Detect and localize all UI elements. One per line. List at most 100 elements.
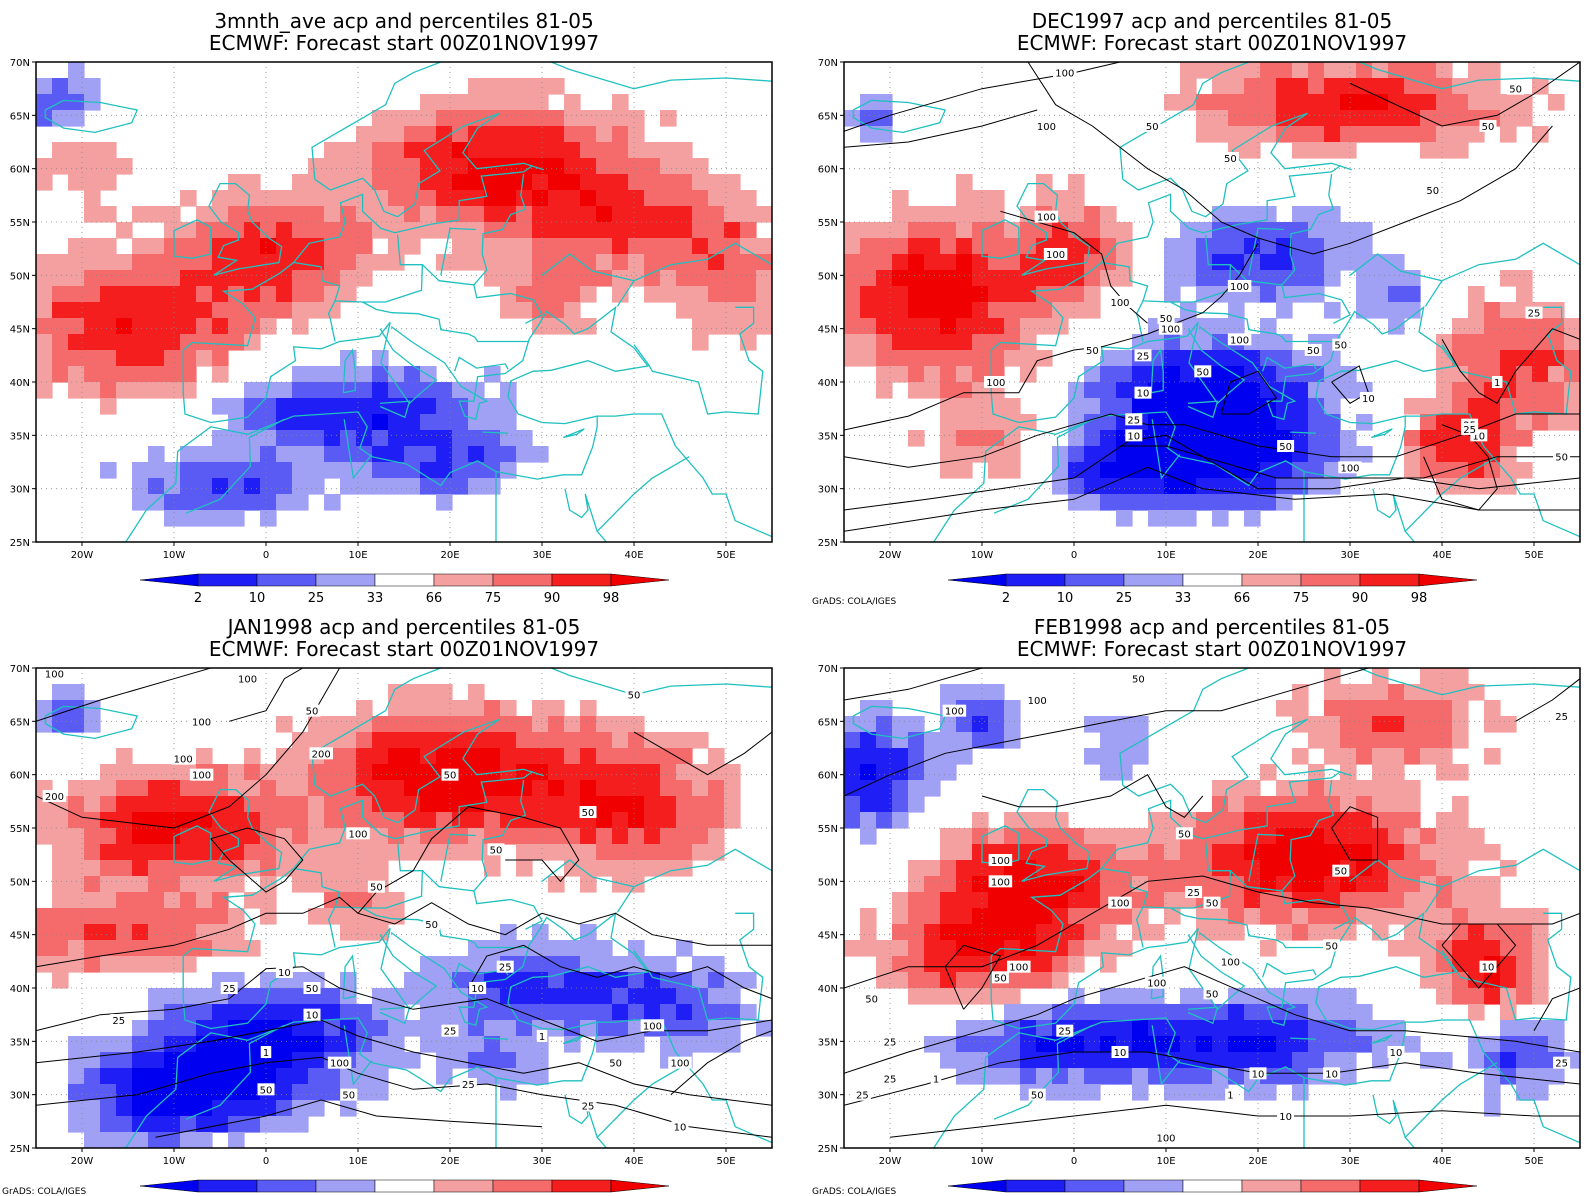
contour-label: 100: [986, 378, 1005, 389]
lat-tick-label: 50N: [10, 877, 30, 888]
contour-label: 50: [1160, 314, 1173, 325]
contour-label: 100: [45, 669, 64, 680]
contour-label: 25: [499, 963, 512, 974]
panel-title-line1: JAN1998 acp and percentiles 81-05: [226, 615, 581, 639]
colorbar-label: 10: [249, 591, 266, 606]
colorbar-label: 90: [544, 591, 561, 606]
contour-label: 10: [1390, 1048, 1403, 1059]
contour-label: 10: [674, 1123, 687, 1134]
contour-label: 100: [991, 856, 1010, 867]
lon-tick-label: 20W: [71, 1156, 94, 1167]
lat-tick-label: 30N: [10, 485, 30, 496]
lat-tick-label: 40N: [818, 984, 838, 995]
contour-label: 100: [1110, 298, 1129, 309]
lon-tick-label: 10W: [163, 550, 186, 561]
lat-tick-label: 40N: [818, 378, 838, 389]
contour-label: 100: [330, 1059, 349, 1070]
contour-label: 100: [1055, 69, 1074, 80]
lat-tick-label: 25N: [818, 1144, 838, 1155]
coastline-lines: [852, 668, 1580, 1148]
lat-tick-label: 50N: [818, 877, 838, 888]
contour-label: 10: [306, 1011, 319, 1022]
panel-title-line2: ECMWF: Forecast start 00Z01NOV1997: [1017, 31, 1407, 55]
contour-label: 50: [1132, 675, 1145, 686]
panel-dec1997: DEC1997 acp and percentiles 81-05 ECMWF:…: [812, 9, 1581, 607]
grid-lines: [844, 62, 1580, 542]
contour-label: 50: [306, 984, 319, 995]
contour-label: 100: [1156, 1133, 1175, 1144]
lat-tick-label: 55N: [10, 824, 30, 835]
lon-tick-label: 0: [263, 550, 269, 561]
contour-label: 100: [1037, 122, 1056, 133]
contour-label: 50: [1334, 341, 1347, 352]
lon-tick-label: 10W: [163, 1156, 186, 1167]
lat-tick-label: 35N: [818, 1037, 838, 1048]
lon-tick-label: 30E: [1340, 550, 1359, 561]
contour-label: 1: [263, 1048, 269, 1059]
contour-label: 50: [582, 808, 595, 819]
coastline-lines: [852, 62, 1580, 542]
colorbar: 2 10 25 33 66 75 90 98: [947, 573, 1478, 606]
lat-tick-label: 35N: [818, 431, 838, 442]
colorbar-label: 2: [194, 591, 202, 606]
contour-label: 50: [306, 707, 319, 718]
contour-label: 10: [1137, 389, 1150, 400]
contour-label: 50: [1178, 829, 1191, 840]
lon-tick-label: 20E: [440, 550, 459, 561]
grads-credit-bottom-right: GrADS: COLA/IGES: [812, 1187, 896, 1196]
panel-title-line1: 3mnth_ave acp and percentiles 81-05: [214, 9, 593, 33]
lat-tick-label: 35N: [10, 1037, 30, 1048]
lon-tick-label: 40E: [624, 550, 643, 561]
contour-label: 50: [1426, 186, 1439, 197]
lat-tick-label: 60N: [818, 165, 838, 176]
contour-label: 25: [1058, 1027, 1071, 1038]
contour-label: 50: [1206, 899, 1219, 910]
contour-label: 100: [348, 829, 367, 840]
lon-tick-label: 10E: [348, 550, 367, 561]
contour-label: 50: [490, 845, 503, 856]
lat-tick-label: 60N: [10, 165, 30, 176]
contour-label: 25: [1187, 888, 1200, 899]
lon-tick-label: 0: [1071, 550, 1077, 561]
lat-tick-label: 45N: [818, 931, 838, 942]
contour-label: 100: [192, 717, 211, 728]
contour-label: 1: [933, 1075, 939, 1086]
colorbar: 2 10 25 33 66 75 90 98: [139, 573, 670, 606]
contour-label: 100: [991, 877, 1010, 888]
lon-tick-label: 50E: [1524, 1156, 1543, 1167]
shaded-field: [844, 668, 1580, 1117]
contour-label: 25: [582, 1101, 595, 1112]
contour-label: 100: [945, 707, 964, 718]
lat-tick-label: 40N: [10, 378, 30, 389]
contour-label: 50: [1146, 122, 1159, 133]
contour-lines: 1001005025100501001005050502510010050100…: [844, 668, 1580, 1144]
contour-label: 50: [1206, 989, 1219, 1000]
contour-label: 50: [1325, 941, 1338, 952]
lat-tick-label: 55N: [818, 218, 838, 229]
lon-tick-label: 10E: [1156, 550, 1175, 561]
contour-label: 25: [1555, 712, 1568, 723]
colorbar-label: 25: [1116, 591, 1133, 606]
contour-label: 200: [312, 749, 331, 760]
lat-tick-label: 70N: [818, 58, 838, 69]
contour-label: 100: [1009, 963, 1028, 974]
panel-title-line2: ECMWF: Forecast start 00Z01NOV1997: [209, 31, 599, 55]
panel-feb1998: FEB1998 acp and percentiles 81-05 ECMWF:…: [818, 615, 1581, 1193]
grid-lines: [36, 62, 772, 542]
lat-tick-label: 50N: [818, 271, 838, 282]
contour-label: 100: [1037, 213, 1056, 224]
contour-label: 50: [425, 920, 438, 931]
lon-tick-label: 10E: [1156, 1156, 1175, 1167]
contour-label: 50: [1224, 154, 1237, 165]
lat-tick-label: 35N: [10, 431, 30, 442]
contour-label: 10: [1252, 1069, 1265, 1080]
contour-label: 50: [1196, 367, 1209, 378]
lat-tick-label: 60N: [10, 771, 30, 782]
contour-label: 200: [45, 792, 64, 803]
panel-title-line1: FEB1998 acp and percentiles 81-05: [1034, 615, 1390, 639]
map-frame: [843, 667, 1581, 1149]
colorbar-label: 90: [1352, 591, 1369, 606]
colorbar-label: 75: [485, 591, 502, 606]
lat-tick-label: 55N: [10, 218, 30, 229]
